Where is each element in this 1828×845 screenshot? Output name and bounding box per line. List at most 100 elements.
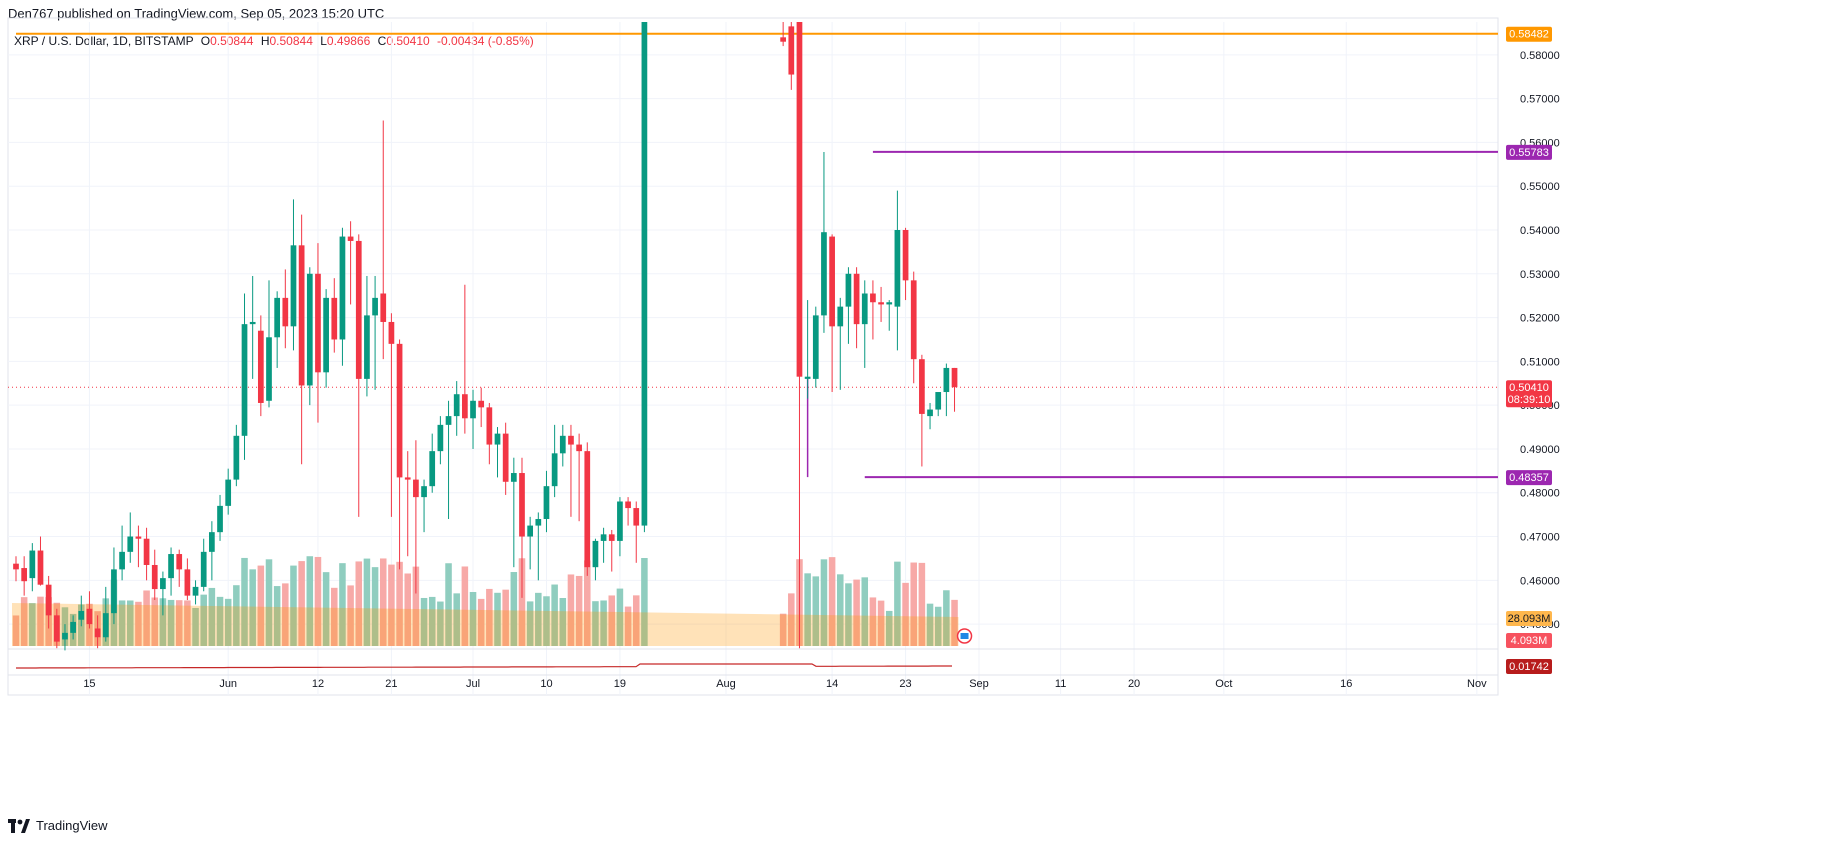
volume-bar xyxy=(118,600,126,646)
volume-bar xyxy=(951,599,958,646)
volume-bar xyxy=(535,592,542,646)
candle-body xyxy=(372,297,378,316)
candle xyxy=(257,315,264,417)
candle-body xyxy=(13,563,19,570)
candle-body xyxy=(445,416,452,425)
candle xyxy=(380,120,387,360)
time-tick-label: 14 xyxy=(826,678,838,690)
time-tick-label: 19 xyxy=(614,678,626,690)
price-tick-label: 0.51000 xyxy=(1520,356,1560,368)
candle xyxy=(584,442,591,576)
candle-body xyxy=(608,534,615,541)
volume-bar xyxy=(151,597,159,646)
level-price-label: 0.58482 xyxy=(1506,26,1552,42)
last-price-label-text: 0.50410 xyxy=(1509,382,1549,394)
candle-body xyxy=(470,400,476,419)
footer: TradingView xyxy=(8,818,108,833)
candle-body xyxy=(494,433,501,445)
candle-body xyxy=(323,297,329,373)
candle-body xyxy=(543,486,550,520)
candle-body xyxy=(943,367,950,393)
candle-body xyxy=(437,424,444,452)
price-tick-label: 0.57000 xyxy=(1520,94,1560,106)
candle-body xyxy=(233,435,240,480)
volume-bar xyxy=(877,600,885,646)
candle-body xyxy=(878,302,884,305)
candle-body xyxy=(845,273,852,307)
candle xyxy=(910,271,917,384)
level-price-label-bg xyxy=(1506,144,1552,160)
candle-body xyxy=(257,330,264,403)
candle xyxy=(502,422,509,495)
volume-bar xyxy=(420,597,428,646)
time-tick-label: Sep xyxy=(969,678,989,690)
candle-body xyxy=(339,236,346,340)
candle xyxy=(470,389,476,449)
candle-body xyxy=(902,230,909,281)
candle xyxy=(143,527,150,581)
candle xyxy=(445,400,452,520)
candle-body xyxy=(70,621,76,633)
candle xyxy=(935,392,942,417)
time-tick-label: 23 xyxy=(899,678,911,690)
candle xyxy=(364,275,370,397)
indicator-pane xyxy=(16,663,952,669)
volume-bar xyxy=(159,598,167,646)
candle xyxy=(29,543,36,592)
candle xyxy=(13,556,19,582)
candle xyxy=(853,267,860,349)
volume-bar xyxy=(371,567,379,646)
volume-bar xyxy=(902,582,909,646)
volume-bar xyxy=(143,590,150,646)
candle xyxy=(21,556,28,596)
candle-body xyxy=(290,245,297,327)
price-tick-label: 0.55000 xyxy=(1520,181,1560,193)
candle-body xyxy=(861,293,868,325)
candle-body xyxy=(788,26,795,75)
volume-bar xyxy=(20,597,28,646)
volume-bar xyxy=(608,595,616,646)
candle xyxy=(225,468,232,515)
candle-body xyxy=(396,343,403,478)
symbol-legend: XRP / U.S. Dollar, 1D, BITSTAMP O0.50844… xyxy=(14,34,534,48)
candle-body xyxy=(413,479,419,498)
candle-body xyxy=(780,37,787,42)
price-chart[interactable]: 0.450000.460000.470000.480000.490000.500… xyxy=(0,0,1828,812)
footer-brand: TradingView xyxy=(36,818,108,833)
volume-bar xyxy=(37,596,44,646)
candle-body xyxy=(502,433,509,482)
candle-body xyxy=(796,22,803,377)
volume-bar xyxy=(126,600,134,646)
volume-bar xyxy=(779,613,787,646)
candle-body xyxy=(127,536,134,552)
candle-body xyxy=(568,435,574,445)
volume-bar xyxy=(828,557,836,646)
price-tick-label: 0.49000 xyxy=(1520,444,1560,456)
candle-body xyxy=(453,394,460,417)
level-price-label-text: 0.48357 xyxy=(1509,472,1549,484)
candle xyxy=(641,22,648,533)
event-flag-icon xyxy=(956,628,973,644)
price-tick-label: 0.54000 xyxy=(1520,225,1560,237)
candle xyxy=(78,595,85,627)
candle xyxy=(919,354,925,467)
candle-body xyxy=(519,473,525,537)
volume-bar xyxy=(135,601,142,646)
volume-bar xyxy=(486,588,493,646)
candle-body xyxy=(135,536,142,539)
volume-bar xyxy=(29,603,36,646)
candle xyxy=(168,547,174,596)
time-tick-label: 21 xyxy=(385,678,397,690)
time-tick-label: Nov xyxy=(1467,678,1487,690)
volume-bar xyxy=(820,559,828,646)
candle-body xyxy=(119,551,125,570)
level-price-label-text: 0.58482 xyxy=(1509,29,1549,41)
candle xyxy=(600,527,607,563)
indicator-label-bg xyxy=(1506,659,1552,674)
candle-body xyxy=(829,236,835,327)
candle-body xyxy=(584,451,591,568)
candle xyxy=(111,547,117,625)
candle xyxy=(788,22,795,90)
candle xyxy=(135,525,142,568)
candle xyxy=(176,549,183,587)
